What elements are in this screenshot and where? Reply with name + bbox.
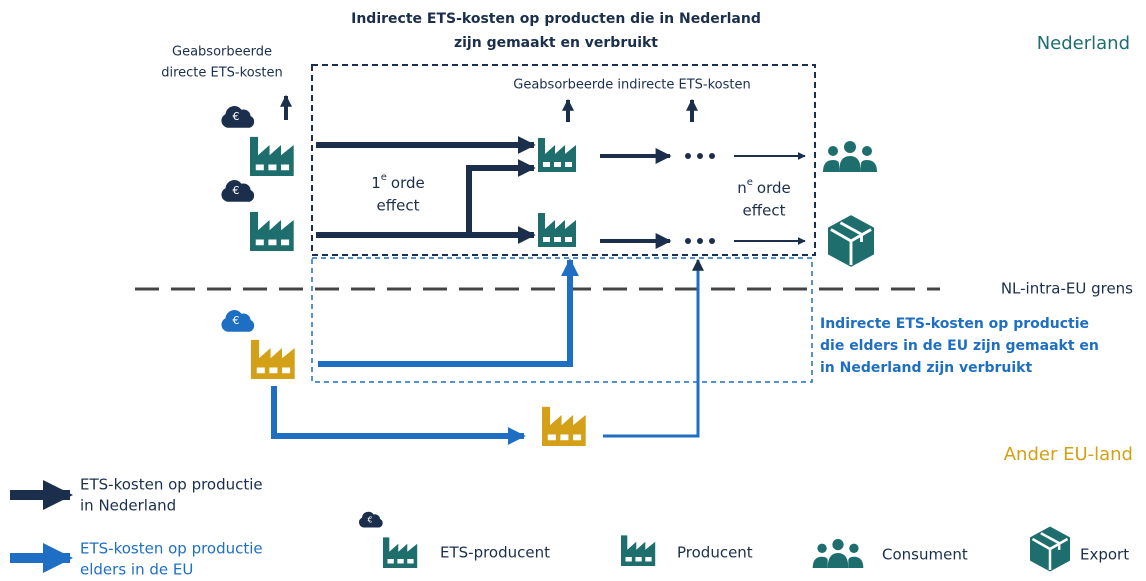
factory-icon xyxy=(542,406,586,446)
legend-label: elders in de EU xyxy=(80,561,193,579)
nth-order: ne orde xyxy=(737,177,791,197)
text: orde xyxy=(391,174,425,192)
legend-label: Consument xyxy=(882,546,968,564)
eu-box-label: Indirecte ETS-kosten op productie xyxy=(820,316,1089,332)
eu-box-label: die elders in de EU zijn gemaakt en xyxy=(820,338,1099,354)
first-order: effect xyxy=(377,197,420,215)
nl-arrows xyxy=(316,136,806,249)
legend-label: in Nederland xyxy=(80,497,176,515)
factory-icon xyxy=(251,339,295,379)
region-label: Ander EU-land xyxy=(1004,444,1133,465)
euro: € xyxy=(233,184,240,197)
title: zijn gemaakt en verbruikt xyxy=(454,35,658,51)
factory-icon xyxy=(621,535,656,566)
legend-label: Export xyxy=(1080,546,1129,564)
title: Indirecte ETS-kosten op producten die in… xyxy=(351,11,761,27)
eu-arrows xyxy=(271,258,704,445)
nl-box xyxy=(311,64,816,256)
border-label: NL-intra-EU grens xyxy=(1001,280,1133,298)
dots xyxy=(685,153,715,244)
eu-box xyxy=(311,257,813,383)
up-arrows xyxy=(280,94,698,122)
euro: € xyxy=(233,314,240,327)
label: directe ETS-kosten xyxy=(161,66,283,81)
factory-icon xyxy=(538,138,576,172)
consumer-icon xyxy=(823,141,877,172)
export-icon xyxy=(1030,526,1070,572)
eu-box-label: in Nederland zijn verbruikt xyxy=(820,360,1032,376)
factory-icon xyxy=(250,211,294,251)
legend-label: ETS-kosten op productie xyxy=(80,476,263,494)
legend-label: Producent xyxy=(677,544,753,562)
euro: € xyxy=(367,516,372,525)
legend-label: ETS-kosten op productie xyxy=(80,540,263,558)
first-order: 1e orde xyxy=(371,172,425,192)
euro: € xyxy=(233,110,240,123)
text: orde xyxy=(757,179,791,197)
factory-icon xyxy=(250,136,294,176)
label: Geabsorbeerde xyxy=(172,45,272,60)
number: 1 xyxy=(371,174,381,192)
nth-order: effect xyxy=(743,202,786,220)
consumer-icon xyxy=(812,538,864,568)
legend-label: ETS-producent xyxy=(440,544,550,562)
region-label: Nederland xyxy=(1037,33,1130,54)
superscript: e xyxy=(381,172,387,183)
superscript: e xyxy=(747,177,753,188)
export-icon xyxy=(828,214,874,268)
label: Geabsorbeerde indirecte ETS-kosten xyxy=(513,78,750,93)
factory-icon xyxy=(538,213,576,247)
factory-icon xyxy=(383,537,418,568)
number: n xyxy=(737,179,747,197)
